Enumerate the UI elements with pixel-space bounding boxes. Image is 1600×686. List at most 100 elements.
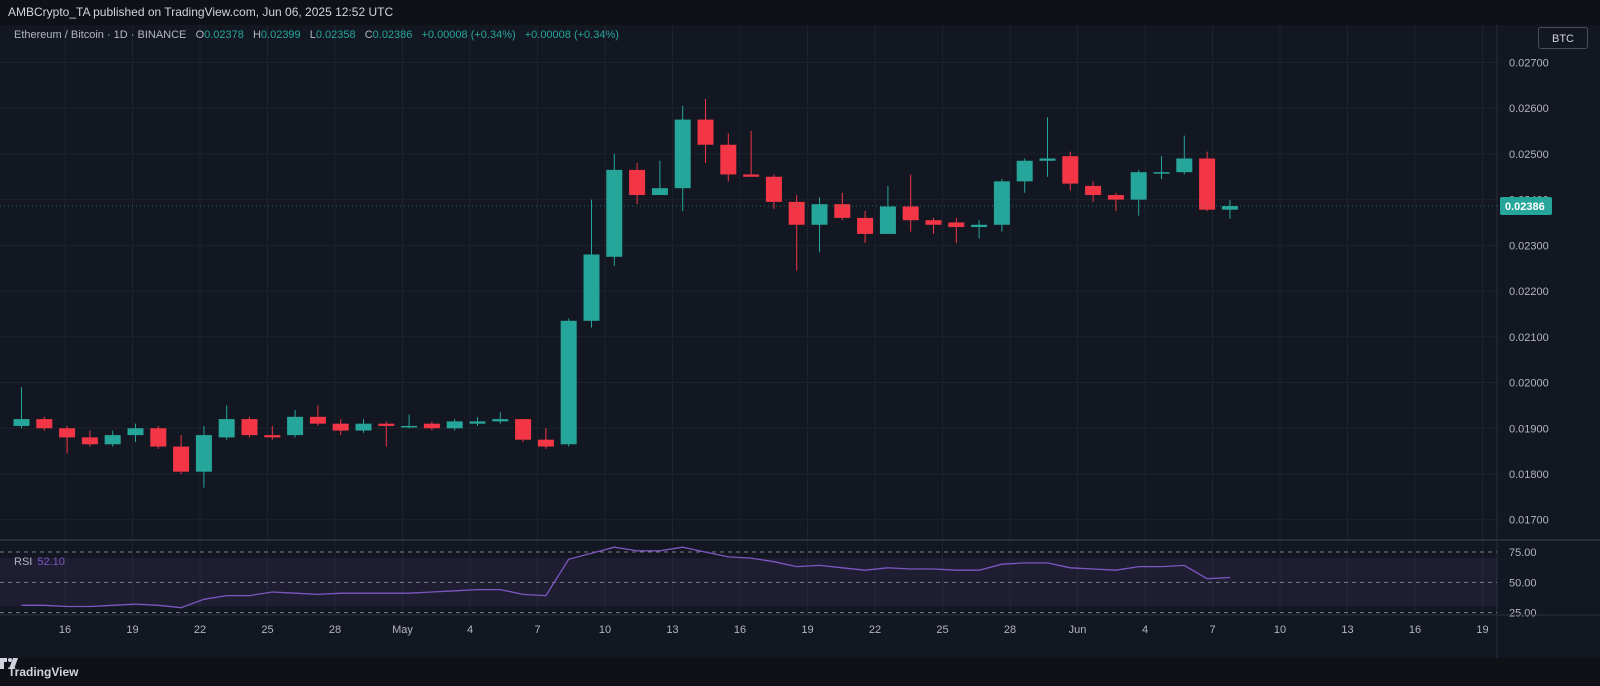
candle-body — [1016, 160, 1033, 182]
candle-body — [104, 435, 121, 445]
candle-body — [537, 439, 554, 447]
footer-bar: TradingView — [0, 658, 1600, 686]
x-tick-label: 7 — [1209, 624, 1215, 636]
candle-body — [1107, 195, 1124, 200]
x-tick-label: 19 — [1476, 624, 1488, 636]
candle-body — [59, 428, 76, 438]
candle-body — [309, 416, 326, 424]
candle-body — [36, 419, 53, 429]
y-tick-label: 0.01700 — [1509, 515, 1549, 527]
y-tick-label: 0.02200 — [1509, 286, 1549, 298]
candle-body — [606, 169, 623, 257]
publisher-bar: AMBCrypto_TA published on TradingView.co… — [0, 0, 1600, 25]
candle-body — [925, 220, 942, 225]
candle-body — [857, 217, 874, 234]
candle-body — [173, 446, 190, 472]
close-label: C — [364, 29, 373, 41]
candle-body — [127, 428, 144, 436]
x-tick-label: 28 — [329, 624, 341, 636]
rsi-tick-label: 25.00 — [1509, 608, 1537, 620]
open-value: 0.02378 — [204, 29, 244, 41]
candle-body — [355, 423, 372, 431]
close-value: 0.02386 — [372, 29, 413, 41]
x-tick-label: 10 — [1274, 624, 1286, 636]
candle-body — [1176, 158, 1193, 173]
candle-body — [765, 176, 782, 202]
candle-body — [287, 416, 304, 436]
low-value: 0.02358 — [315, 29, 356, 41]
change-value: +0.00008 (+0.34%) — [421, 29, 516, 41]
x-tick-label: 7 — [534, 624, 540, 636]
candle-body — [1062, 156, 1079, 184]
symbol-name: Ethereum / Bitcoin · 1D · BINANCE — [14, 29, 187, 41]
candle-body — [879, 206, 896, 234]
currency-button[interactable]: BTC — [1538, 27, 1588, 49]
candle-body — [264, 435, 281, 438]
publisher-text: AMBCrypto_TA published on TradingView.co… — [8, 5, 394, 19]
tradingview-logo-icon — [0, 658, 18, 669]
candle-body — [1039, 158, 1056, 161]
candle-body — [948, 222, 965, 228]
candle-body — [788, 201, 805, 225]
x-tick-label: 19 — [126, 624, 138, 636]
y-tick-label: 0.01800 — [1509, 469, 1549, 481]
candle-body — [492, 419, 509, 422]
candle-body — [834, 204, 851, 218]
candle-body — [720, 144, 737, 175]
y-tick-label: 0.02100 — [1509, 332, 1549, 344]
price-chart-svg[interactable]: 0.027000.026000.025000.024000.023000.022… — [0, 25, 1600, 658]
y-tick-label: 0.02500 — [1509, 149, 1549, 161]
candle-body — [218, 419, 235, 438]
candle-body — [993, 181, 1010, 225]
x-tick-label: 16 — [734, 624, 746, 636]
y-tick-label: 0.02300 — [1509, 240, 1549, 252]
x-tick-label: 16 — [59, 624, 71, 636]
high-value: 0.02399 — [260, 29, 301, 41]
x-tick-label: Jun — [1069, 624, 1087, 636]
candle-body — [150, 428, 167, 447]
candle-body — [241, 419, 258, 436]
x-tick-label: 25 — [936, 624, 948, 636]
y-tick-label: 0.02700 — [1509, 57, 1549, 69]
x-tick-label: 4 — [467, 624, 473, 636]
candle-body — [195, 435, 212, 472]
candle-body — [629, 169, 646, 196]
candle-body — [446, 421, 463, 429]
candle-body — [378, 423, 395, 426]
candle-body — [423, 423, 440, 429]
last-price-label: 0.02386 — [1505, 201, 1545, 213]
x-tick-label: 22 — [869, 624, 881, 636]
open-label: O — [195, 29, 205, 41]
candle-body — [332, 423, 349, 431]
candle-body — [583, 254, 600, 321]
x-tick-label: 28 — [1004, 624, 1016, 636]
candle-body — [674, 119, 691, 189]
rsi-name: RSI — [14, 556, 33, 568]
low-label: L — [309, 29, 316, 41]
candle-body — [743, 174, 760, 177]
y-tick-label: 0.02000 — [1509, 378, 1549, 390]
last-price-tag — [1500, 197, 1552, 216]
candle-body — [81, 437, 98, 445]
candle-body — [401, 425, 418, 428]
y-tick-label: 0.02600 — [1509, 103, 1549, 115]
rsi-tick-label: 75.00 — [1509, 547, 1537, 559]
candle-body — [1153, 172, 1170, 174]
x-tick-label: 25 — [261, 624, 273, 636]
candle-body — [515, 419, 532, 440]
candle-body — [971, 224, 988, 228]
footer-brand: TradingView — [8, 665, 79, 679]
rsi-line — [21, 546, 1230, 609]
x-tick-label: 19 — [801, 624, 813, 636]
y-tick-label: 0.01900 — [1509, 423, 1549, 435]
change-value-2: +0.00008 (+0.34%) — [524, 29, 619, 41]
candle-body — [13, 419, 30, 426]
candle-body — [1130, 172, 1147, 200]
symbol-legend: Ethereum / Bitcoin · 1D · BINANCE O0.023… — [14, 29, 625, 41]
x-tick-label: 4 — [1142, 624, 1148, 636]
x-tick-label: 13 — [666, 624, 678, 636]
chart-area[interactable]: 0.027000.026000.025000.024000.023000.022… — [0, 25, 1600, 658]
high-label: H — [252, 29, 261, 41]
rsi-legend: RSI 52.10 — [14, 556, 65, 568]
candle-body — [697, 119, 714, 145]
